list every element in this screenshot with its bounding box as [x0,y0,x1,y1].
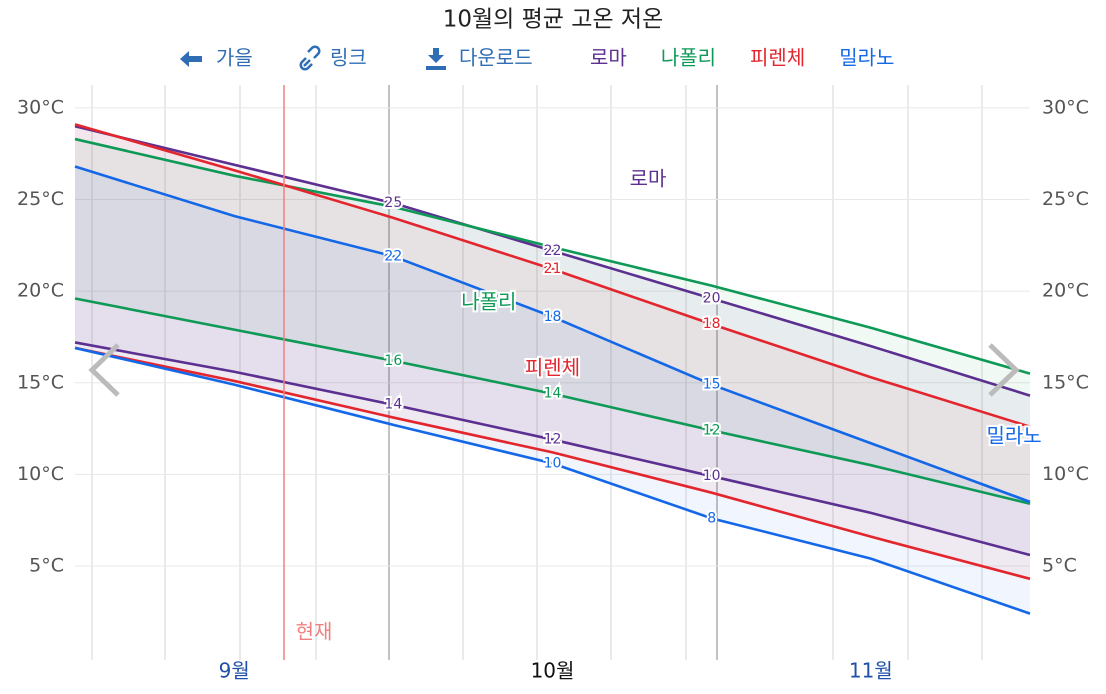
legend-item[interactable]: 로마 [590,46,627,70]
value-label: 18 [703,316,721,332]
toolbar-back[interactable]: 가을 [180,46,253,70]
value-label: 10 [703,468,721,484]
line-low [74,346,1031,581]
line-low [74,346,1031,615]
range-band [75,166,1030,614]
value-label: 12 [703,422,721,438]
link-icon [299,45,321,71]
line-high [74,165,1031,504]
y-tick-label: 15°C [17,371,64,393]
y-tick-label-right: 10°C [1042,463,1089,485]
x-tick-label: 11월 [849,659,893,683]
y-tick-label: 30°C [17,96,64,118]
y-tick-label-right: 25°C [1042,188,1089,210]
range-band [75,124,1030,579]
series-name: 피렌체 [525,356,580,380]
value-label: 8 [707,510,716,526]
legend-item[interactable]: 피렌체 [750,46,805,70]
series-name: 로마 [630,167,667,191]
y-tick-label: 20°C [17,280,64,302]
y-tick-label-right: 30°C [1042,96,1089,118]
value-label: 22 [384,248,402,264]
y-tick-label-right: 15°C [1042,371,1089,393]
value-label: 15 [703,377,721,393]
line-high [74,137,1031,375]
line-high [74,124,1031,397]
line-low [74,297,1031,505]
line-low [74,341,1031,557]
value-label: 14 [544,386,562,402]
x-tick-label: 9월 [219,659,250,683]
series-name: 밀라노 [986,424,1041,448]
now-label: 현재 [296,620,333,644]
legend: 로마 나폴리 피렌체 밀라노 [590,46,894,70]
series-name: 나폴리 [461,290,516,314]
y-tick-label-right: 20°C [1042,280,1089,302]
toolbar-item[interactable]: 링크 [330,46,367,70]
value-label: 25 [384,195,402,211]
value-label: 14 [384,397,402,413]
toolbar-link[interactable]: 링크 [299,45,367,71]
value-label: 10 [544,455,562,471]
y-tick-label: 5°C [29,554,64,576]
toolbar-download[interactable]: 다운로드 [426,46,533,71]
value-label: 21 [544,261,562,277]
x-tick-label: 10월 [531,659,575,683]
line-high [74,123,1031,428]
value-label: 22 [544,243,562,259]
value-label: 18 [544,309,562,325]
legend-item[interactable]: 밀라노 [839,46,894,70]
toolbar-item[interactable]: 가을 [216,46,253,70]
toolbar-item[interactable]: 다운로드 [459,46,533,70]
y-tick-label: 10°C [17,463,64,485]
plot: 5°C 5°C 10°C 10°C 15°C 15°C 20°C 20°C 25°C 25°C 30… [17,96,1089,682]
value-label: 16 [384,353,402,369]
prev-button[interactable] [88,343,120,397]
arrow-icon [180,51,202,67]
time-grid [91,85,983,660]
chart-title: 10월의 평균 고온 저온 [443,7,663,33]
value-label: 20 [703,290,721,306]
value-label: 12 [544,432,562,448]
y-tick-label-right: 5°C [1042,554,1077,576]
y-tick-label: 25°C [17,188,64,210]
download-icon [426,48,446,70]
legend-item[interactable]: 나폴리 [661,46,716,70]
next-button[interactable] [988,343,1020,397]
